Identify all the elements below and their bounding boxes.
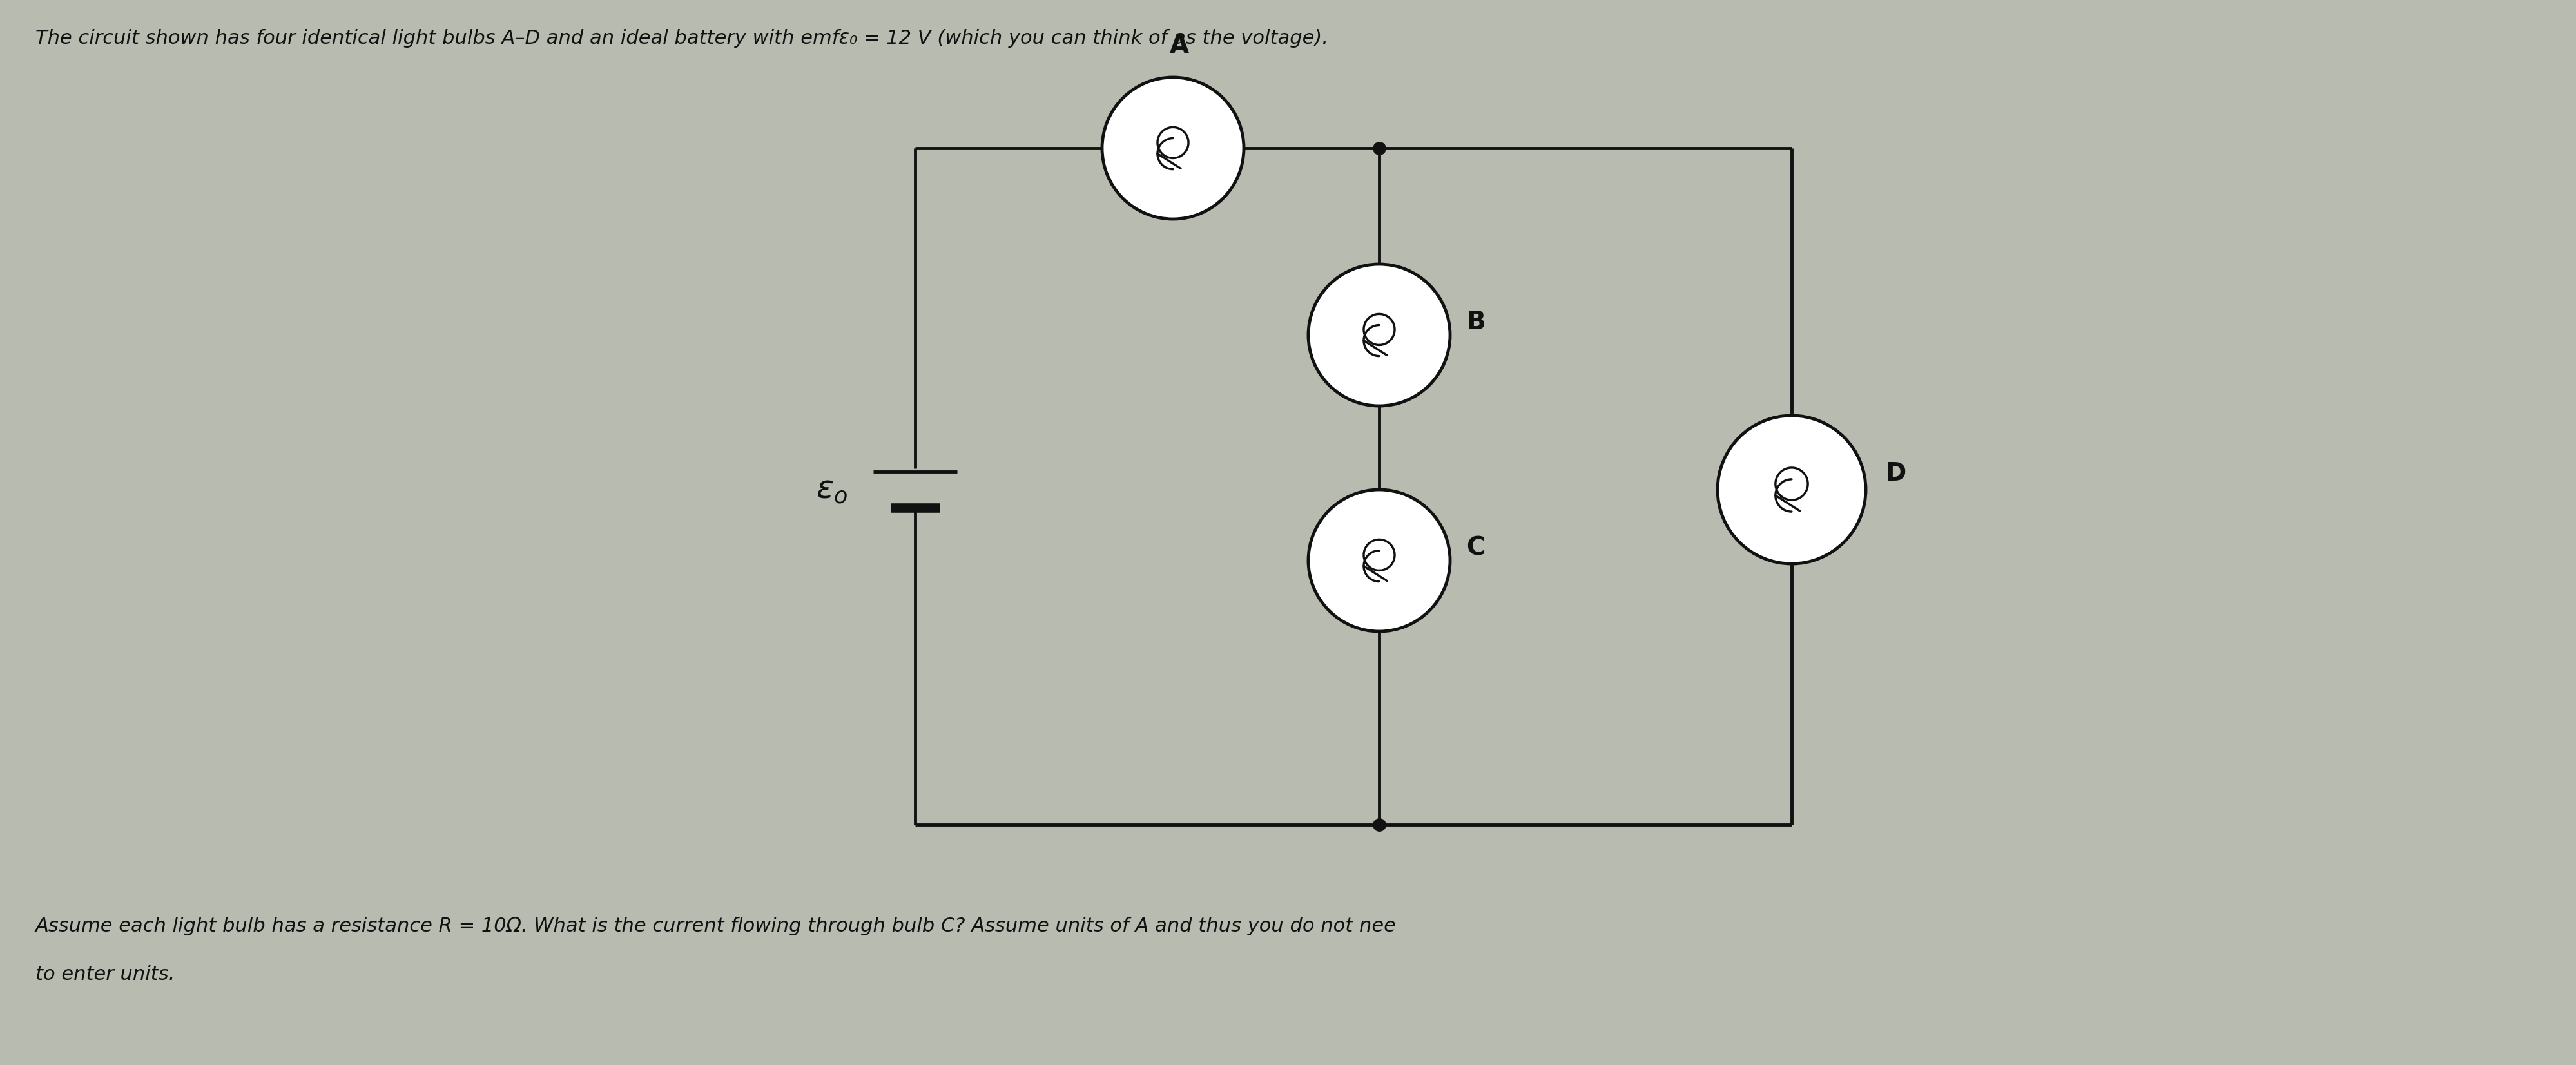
Text: The circuit shown has four identical light bulbs A–D and an ideal battery with e: The circuit shown has four identical lig… — [36, 29, 1329, 48]
Text: Assume each light bulb has a resistance R = 10Ω. What is the current flowing thr: Assume each light bulb has a resistance … — [36, 917, 1396, 935]
Circle shape — [1103, 78, 1244, 219]
Circle shape — [1309, 264, 1450, 406]
Text: $\varepsilon_o$: $\varepsilon_o$ — [817, 474, 848, 505]
Text: C: C — [1466, 536, 1484, 560]
Text: to enter units.: to enter units. — [36, 965, 175, 984]
Circle shape — [1309, 490, 1450, 632]
Text: A: A — [1170, 33, 1190, 58]
Circle shape — [1718, 415, 1865, 563]
Text: B: B — [1466, 310, 1486, 334]
Text: D: D — [1886, 461, 1906, 486]
